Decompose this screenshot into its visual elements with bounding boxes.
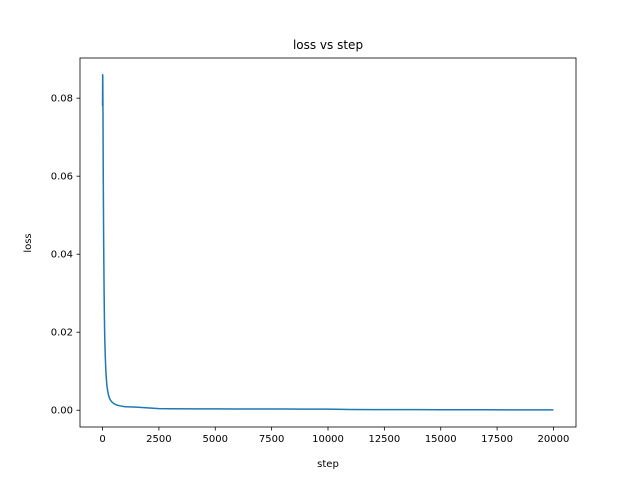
y-axis-label: loss [23, 233, 34, 252]
x-tick-label: 7500 [259, 434, 284, 445]
y-tick-label: 0.06 [51, 172, 73, 183]
x-axis-label: step [317, 459, 339, 470]
series-line-0 [101, 74, 554, 411]
y-axis: 0.00 0.02 0.04 0.06 0.08 [51, 94, 80, 417]
x-tick-label: 17500 [481, 434, 513, 445]
y-tick-label: 0.02 [51, 328, 73, 339]
x-tick-label: 2500 [146, 434, 171, 445]
x-tick-label: 5000 [203, 434, 228, 445]
chart-title: loss vs step [293, 38, 363, 52]
x-tick-label: 20000 [538, 434, 570, 445]
y-tick-label: 0.00 [51, 406, 73, 417]
y-tick-label: 0.08 [51, 94, 73, 105]
y-tick-label: 0.04 [51, 250, 73, 261]
x-tick-label: 12500 [368, 434, 400, 445]
x-axis: 0 2500 5000 7500 10000 12500 15000 17500 20000 [99, 427, 569, 445]
x-tick-label: 15000 [425, 434, 457, 445]
x-tick-label: 0 [99, 434, 105, 445]
series-layer [101, 74, 554, 411]
x-tick-label: 10000 [312, 434, 344, 445]
